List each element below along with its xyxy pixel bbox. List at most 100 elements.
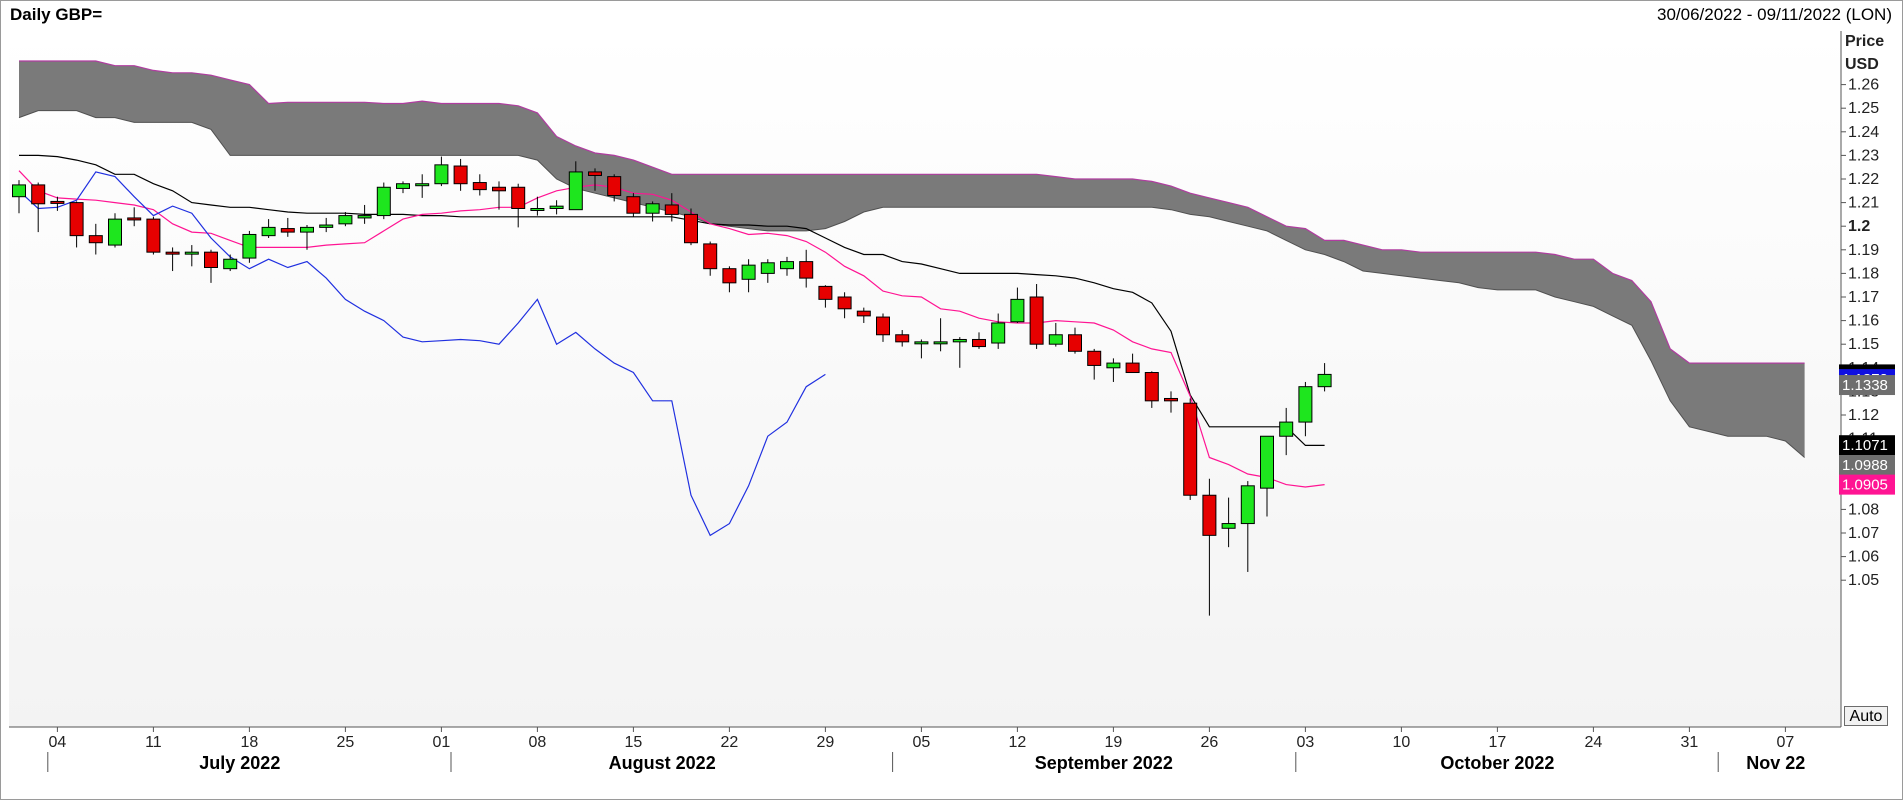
candle	[530, 196, 545, 216]
candle	[1068, 327, 1082, 354]
cloud-span-a-line	[19, 60, 1805, 364]
candle-body-down	[664, 204, 679, 215]
candle	[607, 174, 622, 202]
candle	[492, 181, 506, 210]
candle	[780, 256, 794, 276]
candle-body-up	[1010, 298, 1025, 323]
candle	[376, 182, 391, 220]
candle	[472, 174, 487, 196]
candle-body-up	[1317, 373, 1332, 388]
chikou-line	[18, 171, 826, 537]
x-axis: 04 11 18 25 01 08 15 22 29 05 12 19 26 03 10 17 24 31 07 Ju…	[9, 726, 1841, 773]
candle-body-up	[568, 171, 583, 211]
auto-scale-button[interactable]: Auto	[1844, 706, 1888, 726]
x-tick-label: 22	[721, 734, 739, 751]
candle-body-down	[895, 334, 910, 343]
candle	[223, 254, 238, 272]
candle-body-up	[223, 258, 238, 270]
candle	[1106, 358, 1121, 382]
candle-body-down	[722, 268, 737, 284]
candle-body-up	[549, 205, 564, 209]
candle-body-up	[1298, 386, 1313, 423]
cloud-fill	[19, 61, 1805, 458]
candle	[1144, 371, 1159, 408]
candle	[1221, 497, 1236, 548]
candle-body-down	[607, 176, 622, 197]
candle	[741, 259, 756, 293]
candle-body-down	[69, 202, 84, 237]
candle-body-down	[280, 228, 295, 233]
candle-body-down	[1164, 397, 1178, 402]
tag-background	[1839, 474, 1895, 495]
candle	[703, 241, 718, 276]
candle-body-up	[242, 233, 257, 259]
cloud-span-b-line	[18, 110, 1805, 458]
chart-title: Daily GBP=	[10, 5, 103, 24]
candle	[1240, 481, 1255, 572]
x-tick-label: 31	[1681, 734, 1699, 751]
tag-label: 1.1338	[1842, 377, 1888, 394]
x-tick-label: 19	[1105, 734, 1123, 751]
y-tick-label: 1.24	[1848, 124, 1879, 141]
candle	[357, 204, 372, 224]
candle	[1048, 322, 1063, 347]
candle-body-up	[396, 183, 410, 189]
candle-body-down	[511, 186, 526, 209]
candle-body-down	[1183, 402, 1198, 496]
x-tick-label: 07	[1777, 734, 1795, 751]
last-value-tag: 1.1071	[1839, 435, 1895, 456]
candle	[1279, 407, 1294, 456]
candle	[1029, 284, 1044, 349]
month-label: October 2022	[1440, 753, 1554, 773]
candle-body-up	[376, 186, 391, 217]
candle-body-up	[530, 208, 545, 211]
candle	[972, 332, 986, 349]
y-tick-label: 1.08	[1848, 501, 1879, 518]
x-tick-label: 11	[145, 734, 162, 751]
candle-body-up	[1240, 485, 1255, 525]
candle-body-down	[684, 213, 698, 244]
candle	[204, 249, 218, 283]
candle-body-up	[300, 226, 314, 233]
x-tick-label: 26	[1201, 734, 1219, 751]
candle	[396, 181, 410, 194]
candle	[876, 313, 890, 342]
month-label: August 2022	[609, 753, 716, 773]
last-value-tag: 1.0988	[1839, 455, 1895, 476]
candle	[242, 230, 257, 263]
candle-body-down	[204, 251, 218, 269]
x-tick-label: 10	[1393, 734, 1411, 751]
candle-body-down	[972, 338, 986, 348]
y-tick-label: 1.16	[1848, 313, 1879, 330]
x-tick-label: 25	[337, 734, 355, 751]
candle	[12, 180, 26, 214]
candle	[69, 201, 84, 248]
tag-label: 1.0988	[1842, 457, 1888, 474]
candle-body-up	[1260, 435, 1274, 489]
candle	[1010, 287, 1025, 323]
candle-body-up	[780, 261, 794, 270]
candle-body-up	[1279, 421, 1294, 437]
x-tick-label: 17	[1489, 734, 1507, 751]
candle-body-down	[146, 218, 161, 253]
candle-body-up	[741, 264, 756, 280]
candle	[127, 207, 142, 227]
candle	[549, 200, 564, 215]
candle-body-up	[261, 226, 276, 237]
y-tick-label: 1.12	[1848, 407, 1879, 424]
candle	[300, 225, 314, 250]
candle-body-up	[645, 203, 660, 214]
candle	[434, 156, 449, 187]
candle	[184, 245, 199, 267]
candle-body-down	[837, 296, 852, 310]
ichimoku-cloud	[18, 60, 1805, 458]
y-tick-label: 1.2	[1848, 218, 1870, 235]
month-label: September 2022	[1035, 753, 1173, 773]
candle-body-up	[1048, 334, 1063, 345]
candle	[1125, 353, 1140, 374]
y-axis-title-unit: USD	[1845, 56, 1879, 73]
candle	[645, 201, 660, 222]
